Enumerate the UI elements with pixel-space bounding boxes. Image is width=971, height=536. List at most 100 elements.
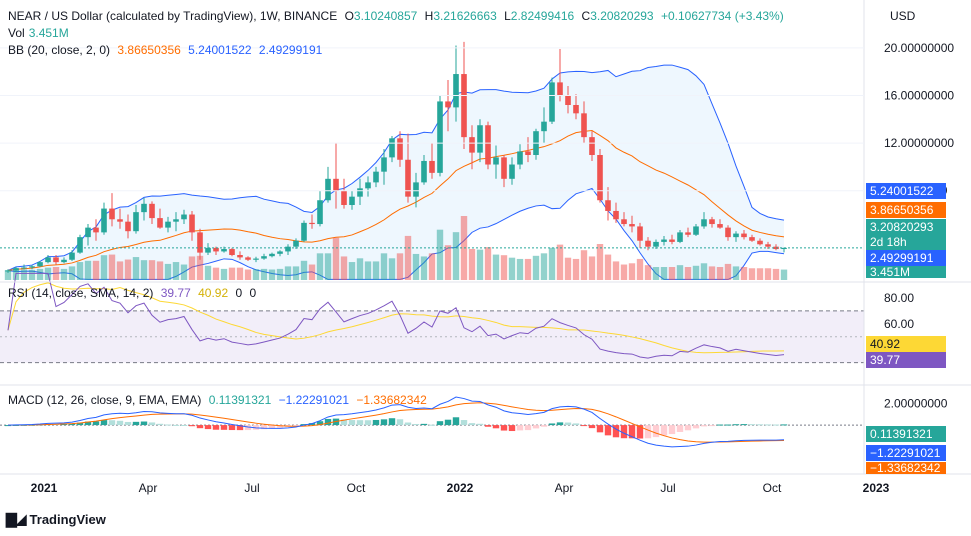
time-tick-label: Jul [244, 481, 259, 495]
macd-hist-bar [124, 421, 132, 426]
macd-hist-bar [100, 420, 108, 426]
candle-body [725, 227, 731, 238]
macd-signal-value: −1.33682342 [356, 393, 427, 407]
volume-bar [636, 258, 644, 280]
macd-hist-bar [172, 424, 180, 426]
volume-bar [572, 258, 580, 280]
bollinger-bands [7, 64, 785, 280]
rsi-pane [0, 272, 864, 364]
candle-body [589, 137, 595, 155]
macd-hist-bar [748, 424, 756, 426]
bb-legend: BB (20, close, 2, 0) 3.86650356 5.240015… [8, 43, 323, 57]
volume-bar [188, 256, 196, 280]
price-tick-label: 16.00000000 [884, 88, 954, 102]
volume-bar [708, 266, 716, 280]
macd-hist-bar [292, 425, 300, 427]
macd-hist-bar [204, 425, 212, 430]
brand-name: TradingView [29, 512, 106, 527]
macd-signal-line [7, 402, 785, 443]
volume-bar [300, 260, 308, 280]
volume-bar [20, 269, 28, 280]
candle-body [277, 251, 283, 254]
volume-bars [4, 216, 788, 280]
time-tick-label: 2021 [31, 481, 58, 495]
macd-hist-bar [588, 425, 596, 429]
bb-fill [8, 65, 784, 280]
volume-bar [660, 267, 668, 280]
macd-hist-bar [580, 425, 588, 427]
candle-body [581, 113, 587, 138]
macd-hist-bar [484, 425, 492, 427]
candle-body [677, 232, 683, 242]
macd-hist-bar [468, 423, 476, 426]
volume-bar [140, 260, 148, 280]
candle-body [717, 224, 723, 228]
rsi-ma-badge: 40.92 [866, 336, 946, 352]
macd-hist-bar [220, 425, 228, 430]
candle-body [709, 219, 715, 225]
macd-hist-bar [260, 425, 268, 430]
macd-hist-bar [92, 421, 100, 426]
candle-body [173, 219, 179, 222]
candle-body [253, 258, 259, 260]
candle-body [493, 157, 499, 165]
price-change: +0.10627734 (+3.43%) [660, 9, 784, 23]
macd-hist-bar [108, 420, 116, 426]
volume-bar [436, 229, 444, 280]
macd-hist-bar [556, 422, 564, 426]
time-tick-label: Oct [763, 481, 782, 495]
volume-bar [668, 267, 676, 280]
macd-hist-badge: 0.11391321 [866, 426, 946, 442]
candle-body [69, 252, 75, 260]
macd-hist-bar [364, 420, 372, 426]
macd-hist-bar [148, 422, 156, 426]
candle-body [245, 257, 251, 260]
candle-body [29, 266, 35, 268]
candle-body [645, 240, 651, 247]
macd-hist-bar [444, 419, 452, 426]
candle-body [397, 138, 403, 160]
candle-body [189, 214, 195, 233]
price-tick-label: 12.00000000 [884, 136, 954, 150]
time-tick-label: Apr [139, 481, 158, 495]
time-tick-label: Oct [347, 481, 366, 495]
candle-body [653, 241, 659, 247]
ohlc-open: O3.10240857 [344, 9, 418, 23]
countdown-badge: 2d 18h [866, 234, 946, 250]
candle-body [285, 246, 291, 252]
macd-value: −1.22291021 [278, 393, 349, 407]
macd-hist-bar [636, 425, 644, 439]
macd-line [7, 396, 785, 448]
volume-bar [732, 266, 740, 280]
volume-bar [132, 257, 140, 280]
price-badge: 3.20820293 [866, 219, 946, 235]
candle-body [205, 247, 211, 253]
volume-bar [308, 264, 316, 280]
candle-body [141, 203, 147, 213]
candle-body [309, 222, 315, 225]
macd-hist-bar [132, 421, 140, 426]
time-tick-label: Apr [555, 481, 574, 495]
volume-bar [388, 258, 396, 280]
volume-bar [420, 256, 428, 280]
macd-hist-bar [428, 424, 436, 426]
volume-bar [204, 265, 212, 280]
candle-body [637, 226, 643, 241]
macd-hist-bar [244, 425, 252, 431]
volume-bar [652, 267, 660, 280]
price-tick-label: 20.00000000 [884, 41, 954, 55]
volume-bar [124, 259, 132, 280]
candle-body [413, 182, 419, 197]
candle-body [565, 95, 571, 105]
candle-body [37, 262, 43, 267]
volume-bar [276, 268, 284, 280]
macd-hist-bar [620, 425, 628, 439]
tradingview-logo[interactable]: ▇◢ TradingView [6, 511, 106, 528]
volume-bar [92, 260, 100, 280]
candle-body [389, 138, 395, 158]
candle-body [429, 160, 435, 173]
candle-body [661, 239, 667, 242]
volume-bar [580, 250, 588, 280]
volume-bar [500, 255, 508, 280]
